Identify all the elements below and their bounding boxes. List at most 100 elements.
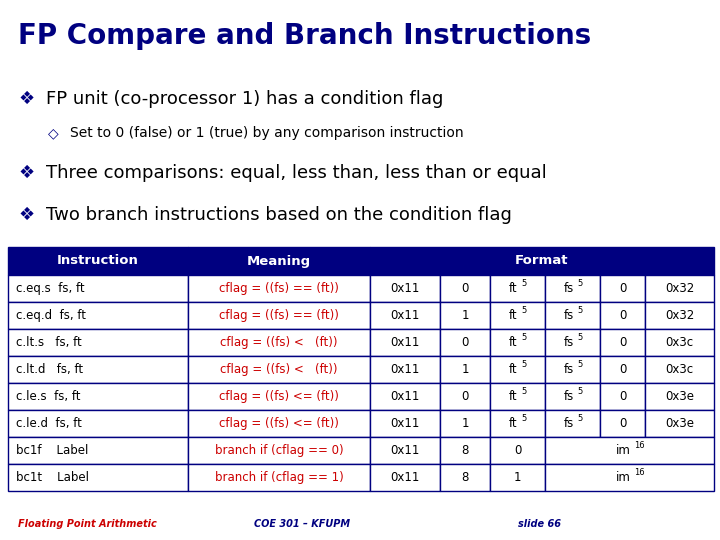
Polygon shape	[188, 437, 370, 464]
Polygon shape	[645, 383, 714, 410]
Polygon shape	[188, 302, 370, 329]
Polygon shape	[645, 302, 714, 329]
Text: 0: 0	[618, 363, 626, 376]
Text: fs: fs	[563, 363, 574, 376]
Text: 1: 1	[514, 471, 521, 484]
Text: Floating Point Arithmetic: Floating Point Arithmetic	[18, 519, 157, 529]
Text: ❖: ❖	[18, 90, 34, 108]
Polygon shape	[188, 464, 370, 491]
Polygon shape	[600, 410, 645, 437]
Polygon shape	[545, 410, 600, 437]
Text: 5: 5	[522, 333, 527, 342]
Polygon shape	[490, 275, 545, 302]
Text: 5: 5	[577, 306, 582, 315]
Text: c.lt.d   fs, ft: c.lt.d fs, ft	[16, 363, 83, 376]
Polygon shape	[8, 275, 188, 302]
Text: ft: ft	[509, 363, 518, 376]
Text: 0x11: 0x11	[390, 390, 420, 403]
Text: 5: 5	[577, 360, 582, 369]
Text: ❖: ❖	[18, 206, 34, 224]
Text: 0x11: 0x11	[390, 282, 420, 295]
Polygon shape	[545, 302, 600, 329]
Polygon shape	[440, 302, 490, 329]
Text: c.le.d  fs, ft: c.le.d fs, ft	[16, 417, 82, 430]
Text: ft: ft	[509, 282, 518, 295]
Text: Format: Format	[516, 254, 569, 267]
Polygon shape	[600, 275, 645, 302]
Text: 8: 8	[462, 444, 469, 457]
Polygon shape	[545, 275, 600, 302]
Text: cflag = ((fs) <   (ft)): cflag = ((fs) < (ft))	[220, 336, 338, 349]
Text: cflag = ((fs) == (ft)): cflag = ((fs) == (ft))	[219, 309, 339, 322]
Text: 5: 5	[577, 414, 582, 423]
Text: slide 66: slide 66	[518, 519, 562, 529]
Polygon shape	[8, 383, 188, 410]
Polygon shape	[188, 356, 370, 383]
Polygon shape	[545, 329, 600, 356]
Text: 0x3c: 0x3c	[665, 363, 693, 376]
Polygon shape	[370, 356, 440, 383]
Polygon shape	[370, 302, 440, 329]
Text: im: im	[616, 471, 631, 484]
Text: 5: 5	[577, 279, 582, 288]
Polygon shape	[490, 302, 545, 329]
Text: COE 301 – KFUPM: COE 301 – KFUPM	[254, 519, 351, 529]
Polygon shape	[645, 275, 714, 302]
Text: 5: 5	[522, 360, 527, 369]
Text: ft: ft	[509, 309, 518, 322]
Text: 5: 5	[522, 387, 527, 396]
Polygon shape	[370, 464, 440, 491]
Polygon shape	[8, 329, 188, 356]
Polygon shape	[600, 356, 645, 383]
Text: ❖: ❖	[18, 164, 34, 182]
Polygon shape	[645, 356, 714, 383]
Polygon shape	[8, 464, 188, 491]
Text: FP unit (co-processor 1) has a condition flag: FP unit (co-processor 1) has a condition…	[46, 90, 444, 108]
Text: ft: ft	[509, 417, 518, 430]
Polygon shape	[440, 356, 490, 383]
Text: Meaning: Meaning	[247, 254, 311, 267]
Polygon shape	[440, 383, 490, 410]
Text: 0x11: 0x11	[390, 336, 420, 349]
Text: 5: 5	[522, 279, 527, 288]
Polygon shape	[545, 464, 714, 491]
Text: bc1f    Label: bc1f Label	[16, 444, 89, 457]
Text: cflag = ((fs) <= (ft)): cflag = ((fs) <= (ft))	[219, 390, 339, 403]
Text: 0x11: 0x11	[390, 363, 420, 376]
Polygon shape	[8, 302, 188, 329]
Text: 0x11: 0x11	[390, 417, 420, 430]
Text: 1: 1	[462, 363, 469, 376]
Polygon shape	[600, 329, 645, 356]
Text: 0x11: 0x11	[390, 444, 420, 457]
Polygon shape	[545, 437, 714, 464]
Text: 8: 8	[462, 471, 469, 484]
Text: 16: 16	[634, 441, 645, 450]
Text: fs: fs	[563, 282, 574, 295]
Text: fs: fs	[563, 309, 574, 322]
Text: ft: ft	[509, 390, 518, 403]
Text: c.le.s  fs, ft: c.le.s fs, ft	[16, 390, 81, 403]
Polygon shape	[8, 356, 188, 383]
Text: 5: 5	[577, 333, 582, 342]
Polygon shape	[8, 437, 188, 464]
Polygon shape	[440, 437, 490, 464]
Text: ft: ft	[509, 336, 518, 349]
Polygon shape	[188, 275, 370, 302]
Text: Set to 0 (false) or 1 (true) by any comparison instruction: Set to 0 (false) or 1 (true) by any comp…	[70, 126, 464, 140]
Text: 0x3e: 0x3e	[665, 390, 694, 403]
Text: ◇: ◇	[48, 126, 58, 140]
Text: branch if (cflag == 0): branch if (cflag == 0)	[215, 444, 343, 457]
Polygon shape	[440, 410, 490, 437]
Text: 1: 1	[462, 309, 469, 322]
Text: fs: fs	[563, 390, 574, 403]
Polygon shape	[545, 356, 600, 383]
Polygon shape	[490, 383, 545, 410]
Polygon shape	[600, 302, 645, 329]
Text: cflag = ((fs) == (ft)): cflag = ((fs) == (ft))	[219, 282, 339, 295]
Text: c.eq.s  fs, ft: c.eq.s fs, ft	[16, 282, 85, 295]
Polygon shape	[370, 437, 440, 464]
Polygon shape	[370, 247, 714, 275]
Text: 0: 0	[462, 336, 469, 349]
Text: Three comparisons: equal, less than, less than or equal: Three comparisons: equal, less than, les…	[46, 164, 546, 182]
Text: 1: 1	[462, 417, 469, 430]
